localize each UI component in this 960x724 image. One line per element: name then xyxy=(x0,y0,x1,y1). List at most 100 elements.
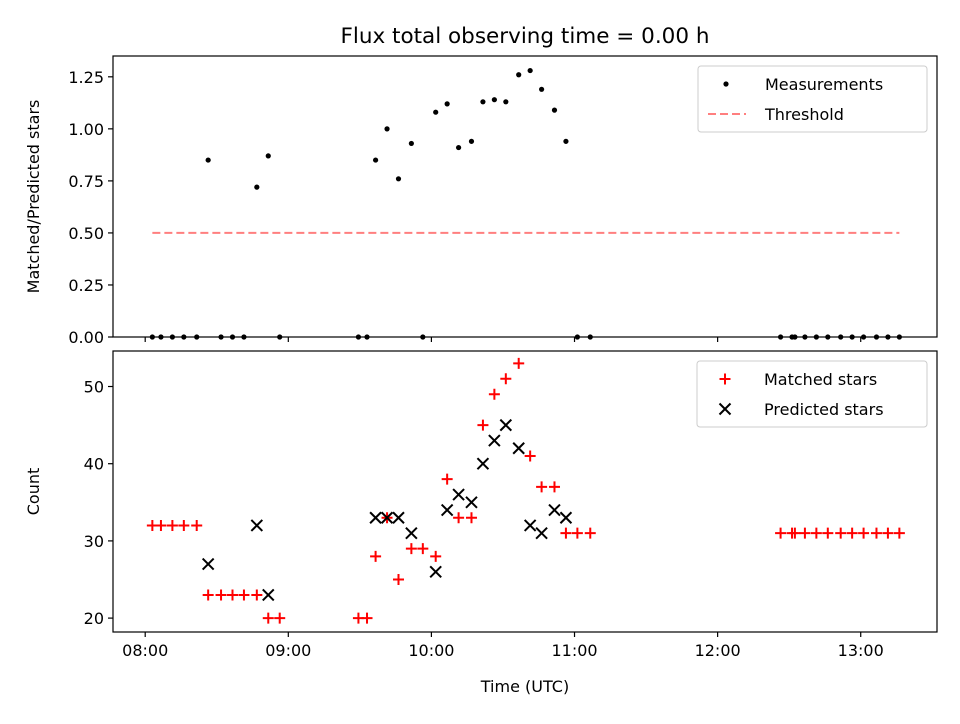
data-point xyxy=(810,527,822,539)
data-point xyxy=(405,526,418,540)
y-tick-label: 0.00 xyxy=(68,328,104,347)
data-point xyxy=(813,334,819,340)
data-point xyxy=(480,99,486,105)
data-point xyxy=(229,334,236,340)
data-point xyxy=(560,527,572,539)
data-point xyxy=(218,334,224,340)
legend: Measurements Threshold xyxy=(697,65,928,133)
data-point xyxy=(896,334,902,340)
data-point xyxy=(551,107,558,113)
data-point xyxy=(364,334,370,340)
data-point xyxy=(455,144,462,151)
x-tick-label: 09:00 xyxy=(265,641,311,660)
data-point xyxy=(205,157,211,163)
data-point xyxy=(539,86,545,92)
series-measurements xyxy=(149,67,902,340)
data-point xyxy=(420,334,426,340)
data-point xyxy=(408,140,414,147)
data-point xyxy=(499,418,513,432)
data-point xyxy=(563,138,569,144)
data-point xyxy=(417,543,429,555)
data-point xyxy=(241,334,247,340)
data-point xyxy=(488,434,501,447)
y-axis-label: Matched/Predicted stars xyxy=(24,100,43,294)
data-point xyxy=(355,334,362,340)
legend: Matched stars Predicted stars xyxy=(696,360,928,428)
data-point xyxy=(822,527,834,539)
data-point xyxy=(370,550,382,562)
data-point xyxy=(587,334,593,340)
y-tick-label: 50 xyxy=(84,378,104,397)
data-point xyxy=(535,526,548,540)
data-point xyxy=(453,512,465,524)
data-point xyxy=(465,512,477,524)
data-point xyxy=(384,126,390,132)
data-point xyxy=(191,519,203,531)
data-point xyxy=(181,334,187,340)
data-point xyxy=(559,511,573,524)
data-point xyxy=(548,481,560,493)
data-point xyxy=(254,184,260,190)
x-tick-label: 10:00 xyxy=(408,641,454,660)
data-point xyxy=(838,334,844,340)
data-point xyxy=(440,503,454,517)
y-tick-label: 40 xyxy=(84,455,104,474)
data-point xyxy=(775,527,787,539)
data-point xyxy=(870,527,882,539)
y-tick-label: 20 xyxy=(84,609,104,628)
data-point xyxy=(513,357,525,369)
data-point xyxy=(846,527,858,539)
data-point xyxy=(488,388,500,400)
legend-marker xyxy=(718,402,732,416)
data-point xyxy=(429,565,442,578)
data-point xyxy=(380,511,394,524)
data-point xyxy=(392,574,404,586)
data-point xyxy=(503,99,509,105)
top-panel-ratio: 0.00 0.25 0.50 0.75 1.00 1.25 Matched/Predicte… xyxy=(24,55,938,347)
data-point xyxy=(789,527,801,539)
data-point xyxy=(166,519,178,531)
data-point xyxy=(452,488,465,501)
data-point xyxy=(799,527,811,539)
y-tick-label: 0.75 xyxy=(68,172,104,191)
data-point xyxy=(226,589,238,601)
chart-title: Flux total observing time = 0.00 h xyxy=(341,24,710,49)
x-tick-label: 12:00 xyxy=(695,641,741,660)
data-point xyxy=(882,527,894,539)
data-point xyxy=(860,334,867,340)
series-matched-stars xyxy=(146,357,905,624)
data-point xyxy=(178,519,190,531)
data-point xyxy=(194,334,200,340)
x-tick-label: 13:00 xyxy=(838,641,884,660)
data-point xyxy=(369,511,382,524)
x-tick-label: 08:00 xyxy=(122,641,168,660)
data-point xyxy=(238,589,250,601)
data-point xyxy=(512,442,525,455)
data-point xyxy=(441,473,453,485)
data-point xyxy=(430,550,442,562)
data-point xyxy=(251,589,263,601)
y-tick-label: 1.00 xyxy=(68,120,104,139)
data-point xyxy=(548,503,561,517)
data-point xyxy=(265,153,271,159)
data-point xyxy=(477,419,489,431)
data-point xyxy=(262,612,274,624)
legend-marker xyxy=(723,81,729,87)
data-point xyxy=(825,334,831,340)
legend-label: Threshold xyxy=(764,105,844,124)
data-point xyxy=(584,527,596,539)
data-point xyxy=(395,176,402,182)
data-point xyxy=(858,527,870,539)
data-point xyxy=(491,97,497,103)
data-point xyxy=(574,334,580,340)
y-tick-label: 1.25 xyxy=(68,68,104,87)
x-tick-label: 11:00 xyxy=(551,641,597,660)
data-point xyxy=(169,334,175,340)
data-point xyxy=(405,543,417,555)
data-point xyxy=(893,527,905,539)
data-point xyxy=(885,334,891,340)
data-point xyxy=(262,588,275,602)
data-point xyxy=(158,334,164,340)
data-point xyxy=(444,101,450,107)
series-predicted-stars xyxy=(201,418,573,602)
